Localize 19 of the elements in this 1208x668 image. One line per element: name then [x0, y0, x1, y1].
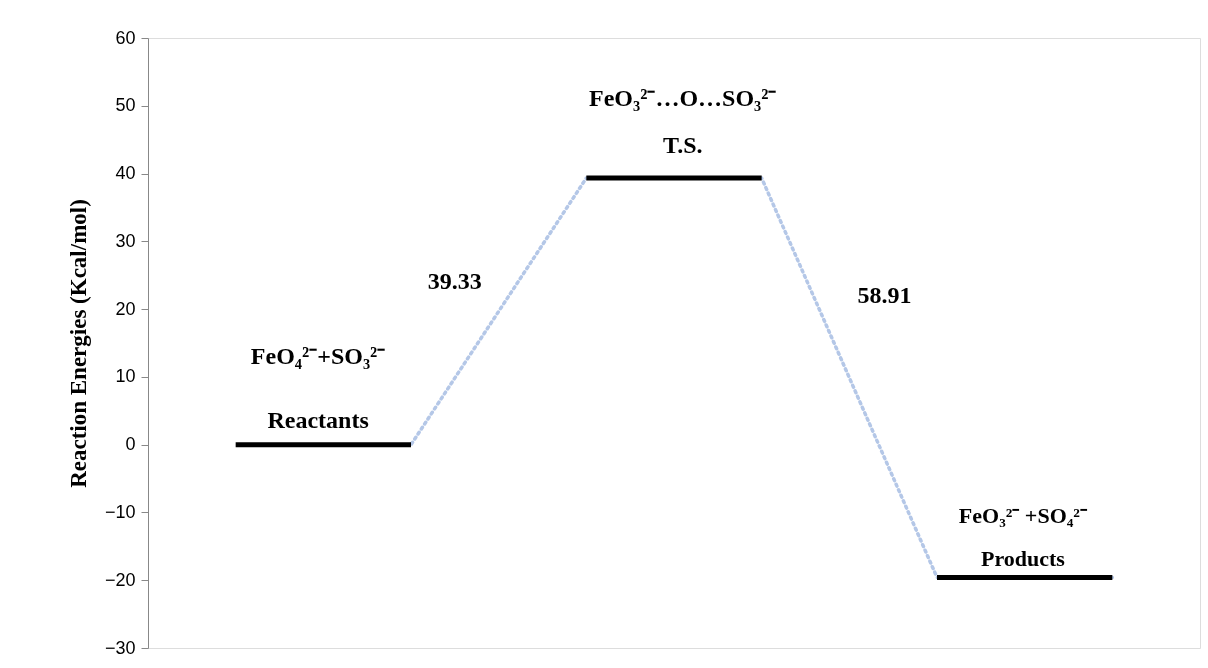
y-tick-label: 50	[115, 95, 136, 116]
y-tick-label: −30	[104, 637, 136, 658]
annotation: 39.33	[427, 268, 482, 294]
y-tick-label: 0	[125, 434, 136, 455]
y-tick-label: 60	[115, 27, 136, 48]
annotation: FeO₃²⁻…O…SO₃²⁻	[589, 85, 777, 111]
annotation: FeO₄²⁻+SO₃²⁻	[250, 342, 386, 369]
y-tick-label: −10	[104, 501, 136, 522]
y-tick-label: 10	[115, 366, 136, 387]
annotation: FeO₃²⁻ +SO₄²⁻	[958, 502, 1088, 528]
y-axis-title: Reaction Energies (Kcal/mol)	[65, 199, 91, 488]
y-tick-label: 20	[115, 298, 136, 319]
y-tick-label: −20	[104, 569, 136, 590]
annotation: Products	[980, 545, 1066, 571]
annotation: Reactants	[267, 406, 369, 433]
annotation: T.S.	[662, 132, 703, 159]
y-tick-label: 30	[115, 230, 136, 251]
annotation: 58.91	[857, 281, 912, 308]
y-tick-label: 40	[115, 163, 136, 184]
